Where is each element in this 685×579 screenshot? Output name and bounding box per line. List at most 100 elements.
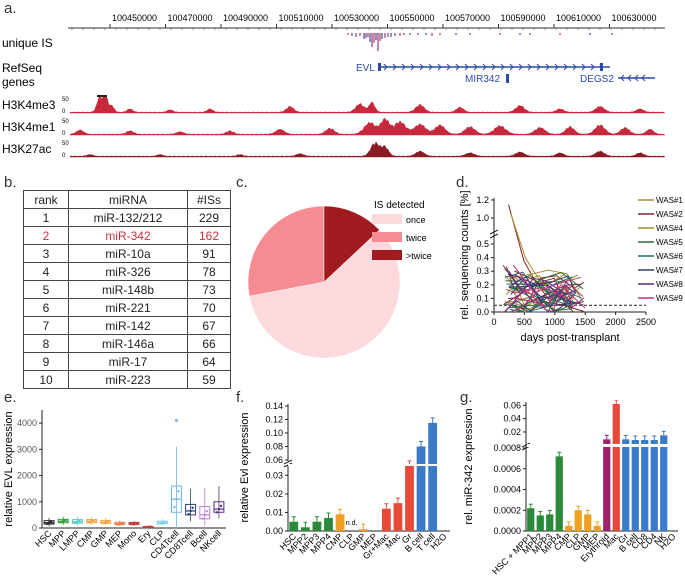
series-line-was4 — [510, 213, 579, 284]
gene-strand-arrow — [627, 74, 632, 82]
box-point — [116, 523, 120, 526]
gene-strand-arrow — [383, 63, 388, 71]
bar-mpp2 — [300, 527, 310, 531]
y-tick-label: 4000 — [17, 418, 37, 428]
line-chart: 0.0 0.1 0.2 0.3 0.4 0.5 1.0 1.2 0 500 1000 1500 2000… — [459, 190, 683, 344]
y-tick-label: 0.14 — [265, 401, 283, 411]
y-axis-label: rel. miR-342 expression — [463, 408, 475, 524]
legend-label: >twice — [406, 251, 432, 261]
legend-label: WAS#9 — [656, 294, 683, 303]
table-cell-isc: 73 — [187, 280, 231, 299]
gene-evl-label: EVL — [356, 63, 375, 74]
box-outlier — [174, 418, 178, 422]
box-point — [203, 513, 206, 517]
table-row: 5 miR-148b 73 — [23, 280, 231, 299]
y-axis-label: relative EVL expression — [3, 411, 15, 526]
y-tick-label: 2000 — [17, 471, 37, 481]
bar-mac — [393, 503, 403, 531]
box-point — [191, 506, 194, 510]
x-axis-label: days post-transplant — [520, 332, 619, 344]
y-axis-label: rel. sequencing counts [%] — [459, 190, 471, 319]
box-point — [120, 521, 124, 525]
gene-degs2-label: DEGS2 — [580, 74, 614, 85]
box-point — [217, 507, 221, 511]
legend-swatch — [372, 232, 402, 242]
track-scale-max: 50 — [62, 141, 69, 147]
panel-label-f: f. — [236, 389, 245, 406]
gene-strand-arrow — [634, 74, 639, 82]
coord-label: 100470000 — [168, 13, 213, 23]
legend-label: WAS#4 — [656, 224, 683, 233]
gene-strand-arrow — [500, 63, 505, 71]
panel-label-a: a. — [4, 0, 17, 17]
coord-label: 100490000 — [223, 13, 268, 23]
y-tick-label: 0.06 — [503, 400, 521, 410]
table-cell-isc: 229 — [187, 208, 231, 227]
gene-strand-arrow — [641, 74, 646, 82]
gene-exon — [600, 63, 603, 71]
table-row: 6 miR-221 70 — [23, 298, 231, 317]
track-scale-min: 0 — [62, 153, 66, 159]
y-tick-label: 1.0 — [476, 213, 489, 223]
box-point — [146, 525, 150, 529]
track-label-refseq-genes: genes — [2, 75, 35, 89]
panel-label-c: c. — [236, 174, 248, 191]
table-cell-isc: 66 — [187, 334, 231, 353]
box-point — [148, 525, 152, 528]
box-point — [130, 522, 134, 526]
table-cell-isc: 70 — [187, 298, 231, 317]
coord-label: 100510000 — [279, 13, 324, 23]
table-cell-rank: 5 — [23, 280, 69, 299]
track-scale-max: 50 — [62, 119, 69, 125]
table-cell-rank: 6 — [23, 298, 69, 317]
y-tick-label: 0.02 — [265, 489, 283, 499]
table-cell-rank: 9 — [23, 352, 69, 371]
x-tick-label: 500 — [517, 317, 532, 327]
box-point — [201, 517, 204, 520]
legend-label: WAS#5 — [656, 238, 683, 247]
legend-label: WAS#1 — [656, 196, 683, 205]
x-tick-label: 1500 — [575, 317, 595, 327]
bar-b-cell — [416, 446, 426, 531]
col-rank: rank — [23, 190, 69, 209]
gene-strand-arrow — [572, 63, 577, 71]
coord-label: 100590000 — [501, 13, 546, 23]
table-cell-mirna: miR-142 — [68, 316, 188, 335]
pie-legend-title: IS detected — [374, 200, 425, 211]
bar-mpp3 — [546, 514, 554, 531]
gene-strand-arrow — [473, 63, 478, 71]
gene-strand-arrow — [392, 63, 397, 71]
panel-label-b: b. — [4, 174, 17, 191]
axis-break-mark — [521, 442, 531, 448]
coord-label: 100550000 — [390, 13, 435, 23]
box-point — [64, 518, 67, 522]
genome-browser: 100450000 100470000 100490000 100510000 1005… — [2, 13, 665, 159]
bar-chart-evl: 0.00 0.01 0.02 0.03 0.06 0.08 0.10 0.12 0.14 rela… — [239, 401, 450, 561]
table-row: 9 miR-17 64 — [23, 352, 231, 371]
bar-clp — [574, 510, 582, 531]
box-point — [159, 522, 162, 525]
table-cell-mirna: miR-221 — [68, 298, 188, 317]
legend-label: twice — [406, 233, 427, 243]
axis-break — [489, 233, 499, 239]
legend-label: once — [406, 215, 426, 225]
legend-label: WAS#8 — [656, 280, 683, 289]
table-row: 2 miR-342 162 — [23, 226, 231, 245]
table-cell-isc: 162 — [187, 226, 231, 245]
gene-strand-arrow — [563, 63, 568, 71]
gene-mir342-label: MIR342 — [465, 74, 500, 85]
track-label-h3k27ac: H3K27ac — [2, 142, 51, 156]
y-tick-label: 1000 — [17, 497, 37, 507]
bar-gr — [405, 466, 414, 531]
y-tick-label: 0.0000 — [493, 526, 521, 536]
y-tick-label: 0.2 — [476, 280, 489, 290]
pie-chart: IS detected once twice >twice — [247, 200, 432, 359]
box-point — [60, 521, 63, 524]
box-point — [106, 520, 109, 523]
bar-cd8 — [641, 440, 649, 531]
series-line-was6 — [504, 271, 573, 306]
y-tick-label: 0.12 — [265, 415, 283, 425]
box-point — [187, 512, 190, 516]
coord-label: 100570000 — [445, 13, 490, 23]
